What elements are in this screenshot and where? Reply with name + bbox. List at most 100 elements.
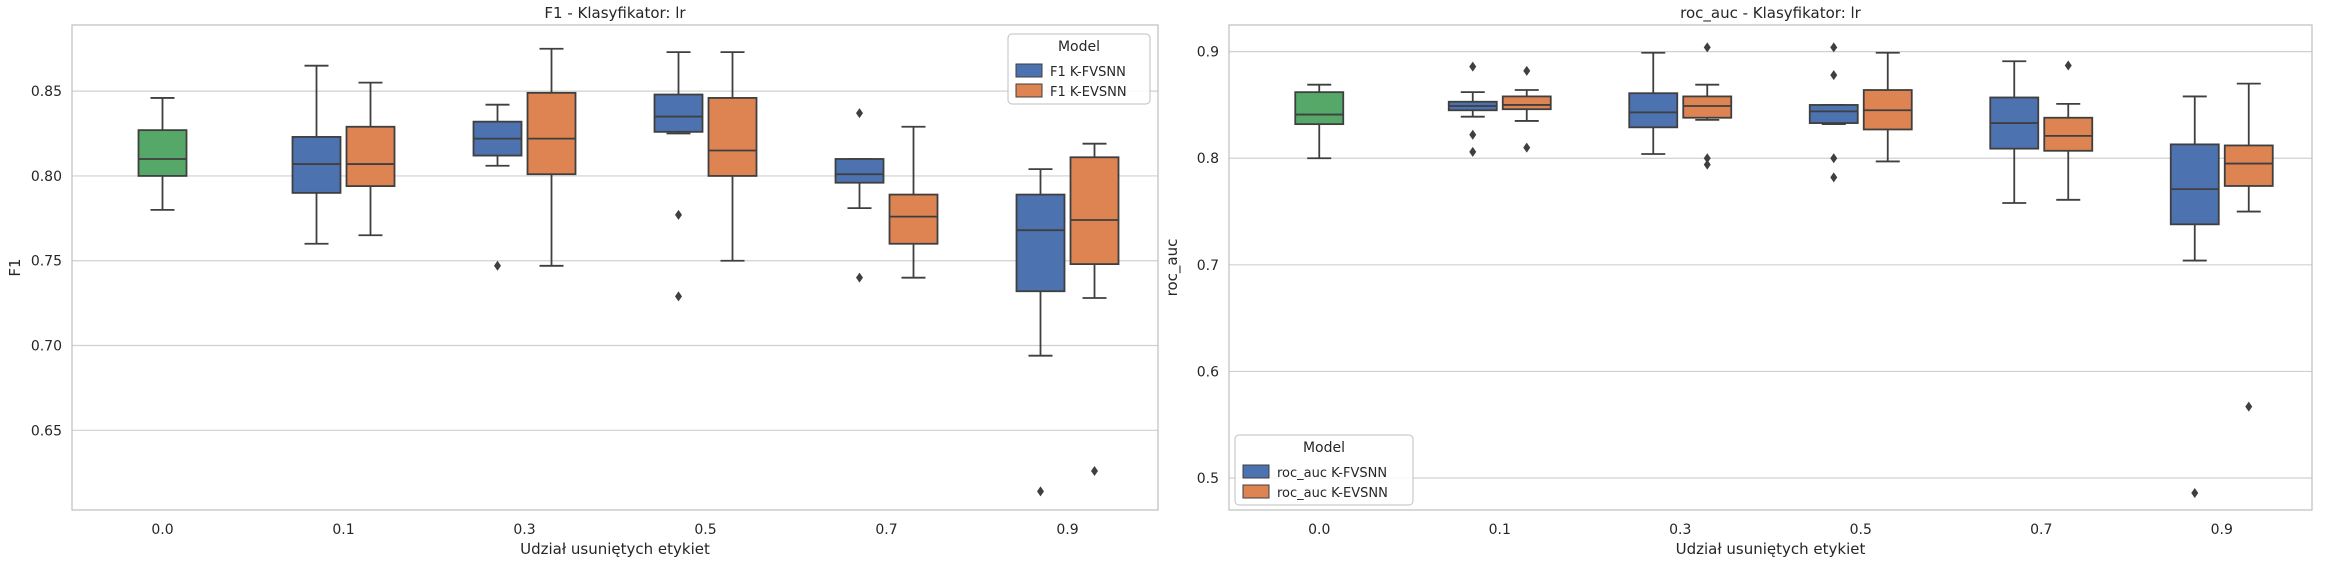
flier-point	[675, 209, 682, 220]
chart-panel-roc-auc: 0.5 0.6 0.7 0.8 0.9 0.0 0.1 0.3 0.5 0.7 0.9 roc_auc…	[1163, 4, 2313, 558]
box-body	[653, 93, 704, 133]
box-evsnn-0.9	[1069, 142, 1120, 476]
box-evsnn-0.5	[707, 51, 758, 262]
flier-point	[1830, 153, 1838, 164]
legend-swatch	[1242, 484, 1270, 499]
box-fvsnn-0.5	[1808, 42, 1859, 183]
box-fvsnn-0.1	[1447, 61, 1498, 157]
flier-point	[1037, 486, 1044, 497]
box-body	[707, 97, 758, 177]
box-body	[2223, 144, 2274, 187]
y-axis-label: roc_auc	[1163, 239, 1182, 297]
legend-title: Model	[1303, 440, 1345, 456]
box-fvsnn-0.3	[472, 103, 523, 271]
box-body	[526, 91, 577, 176]
x-tick-label: 0.9	[2211, 522, 2233, 538]
box-base-0.0	[1294, 83, 1345, 160]
box-fvsnn-0.1	[291, 64, 342, 245]
box-body	[2169, 143, 2220, 226]
plot-frame	[71, 24, 1159, 511]
y-tick-label: 0.85	[31, 84, 62, 100]
flier-point	[1469, 146, 1477, 157]
x-tick-label: 0.1	[332, 522, 354, 538]
flier-point	[1830, 70, 1838, 81]
x-tick-label: 0.3	[1669, 522, 1691, 538]
x-tick-label: 0.7	[2030, 522, 2052, 538]
flier-point	[1830, 172, 1838, 183]
x-tick-label: 0.0	[1308, 522, 1330, 538]
box-evsnn-0.7	[888, 125, 939, 279]
box-body	[1628, 92, 1679, 129]
flier-point	[2245, 401, 2253, 412]
legend-swatch	[1015, 83, 1043, 98]
legend: Model F1 K-FVSNN F1 K-EVSNN	[1007, 33, 1151, 105]
flier-point	[1703, 159, 1711, 170]
y-tick-label: 0.75	[31, 254, 62, 270]
box-fvsnn-0.3	[1628, 51, 1679, 155]
box-body	[888, 193, 939, 245]
box-body	[1015, 193, 1066, 293]
chart-title: F1 - Klasyfikator: lr	[544, 4, 686, 22]
box-body	[2043, 116, 2094, 152]
box-body	[1501, 95, 1552, 111]
box-fvsnn-0.5	[653, 51, 704, 302]
box-evsnn-0.3	[1682, 42, 1733, 170]
y-axis-label: F1	[6, 258, 24, 276]
y-tick-label: 0.80	[31, 169, 62, 185]
box-evsnn-0.3	[526, 47, 577, 267]
chart-title: roc_auc - Klasyfikator: lr	[1680, 4, 1862, 23]
y-tick-label: 0.65	[31, 423, 62, 439]
box-fvsnn-0.9	[1015, 168, 1066, 497]
box-fvsnn-0.7	[1989, 60, 2040, 204]
flier-point	[1523, 65, 1531, 76]
x-tick-label: 0.5	[694, 522, 716, 538]
box-fvsnn-0.9	[2169, 95, 2220, 498]
box-body	[1069, 156, 1120, 266]
x-tick-label: 0.7	[875, 522, 897, 538]
box-body	[834, 158, 885, 184]
flier-point	[494, 260, 501, 271]
box-base-0.0	[137, 97, 188, 211]
box-body	[1808, 104, 1859, 124]
box-evsnn-0.1	[345, 81, 396, 237]
legend-label: roc_auc K-FVSNN	[1277, 466, 1387, 481]
flier-point	[2191, 487, 2199, 498]
x-tick-label: 0.3	[513, 522, 535, 538]
legend-label: F1 K-EVSNN	[1050, 85, 1127, 100]
box-body	[1682, 95, 1733, 119]
box-fvsnn-0.7	[834, 108, 885, 283]
legend-swatch	[1015, 63, 1043, 78]
flier-point	[856, 108, 863, 119]
y-tick-label: 0.70	[31, 339, 62, 355]
box-body	[345, 125, 396, 188]
plot-frame	[1228, 24, 2313, 511]
flier-point	[1091, 465, 1098, 476]
flier-point	[1703, 153, 1711, 164]
flier-point	[1469, 129, 1477, 140]
legend-label: roc_auc K-EVSNN	[1277, 486, 1388, 501]
x-tick-label: 0.0	[151, 522, 173, 538]
x-tick-label: 0.9	[1056, 522, 1078, 538]
chart-panel-f1: 0.65 0.70 0.75 0.80 0.85 0.0 0.1 0.3 0.5 0.7 0.9 F1…	[6, 4, 1159, 558]
legend-frame	[1234, 434, 1414, 506]
y-tick-label: 0.9	[1197, 45, 1219, 61]
legend: Model roc_auc K-FVSNN roc_auc K-EVSNN	[1234, 434, 1414, 506]
legend-swatch	[1242, 464, 1270, 479]
y-tick-label: 0.8	[1197, 151, 1219, 167]
legend-title: Model	[1058, 39, 1100, 55]
x-axis-label: Udział usuniętych etykiet	[520, 540, 710, 558]
box-body	[1294, 91, 1345, 126]
x-axis-label: Udział usuniętych etykiet	[1676, 540, 1866, 558]
flier-point	[1830, 42, 1838, 53]
flier-point	[675, 291, 682, 302]
box-evsnn-0.5	[1862, 51, 1913, 163]
legend-frame	[1007, 33, 1151, 105]
y-tick-label: 0.5	[1197, 471, 1219, 487]
flier-point	[1703, 42, 1711, 53]
legend-label: F1 K-FVSNN	[1050, 65, 1126, 80]
x-tick-label: 0.5	[1850, 522, 1872, 538]
flier-point	[1469, 61, 1477, 72]
box-evsnn-0.1	[1501, 65, 1552, 153]
flier-point	[856, 272, 863, 283]
